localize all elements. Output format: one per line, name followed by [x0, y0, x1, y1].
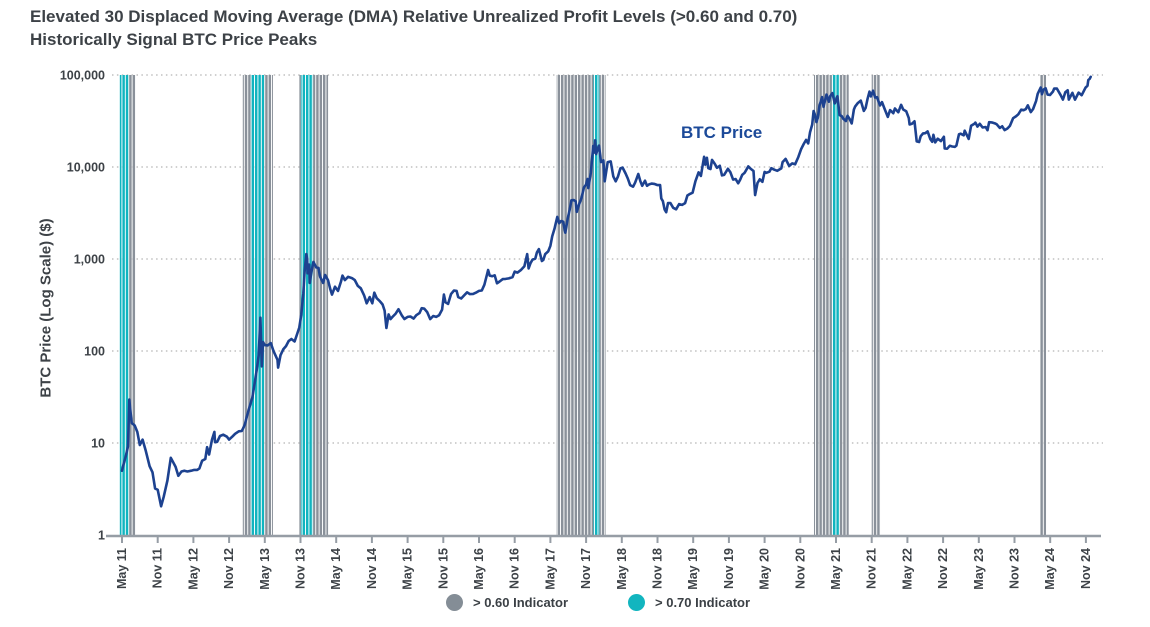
chart-title-line2: Historically Signal BTC Price Peaks — [30, 30, 318, 49]
x-tick-label: Nov 14 — [365, 548, 379, 589]
x-tick-label: May 15 — [401, 548, 415, 590]
gt60-band — [299, 75, 301, 535]
legend-label-gt70: > 0.70 Indicator — [655, 595, 751, 610]
y-tick-label: 100 — [84, 345, 105, 359]
x-tick-label: Nov 15 — [436, 548, 450, 589]
gt60-band — [313, 75, 329, 535]
x-axis: May 11 Nov 11 May 12 Nov 12 May 13 Nov 13 May … — [106, 534, 1101, 590]
y-tick-label: 10 — [91, 437, 105, 451]
gt60-swatch — [446, 594, 463, 611]
x-tick-label: May 17 — [543, 548, 557, 590]
x-tick-label: May 18 — [615, 548, 629, 590]
x-tick-label: Nov 24 — [1079, 548, 1093, 589]
y-axis-title: BTC Price (Log Scale) ($) — [37, 218, 55, 398]
x-tick-label: May 24 — [1043, 548, 1057, 590]
gt70-band — [250, 75, 265, 535]
x-tick-label: May 12 — [186, 548, 200, 590]
x-tick-label: May 23 — [972, 548, 986, 590]
gt70-band — [593, 75, 600, 535]
x-tick-label: Nov 20 — [793, 548, 807, 589]
y-tick-label: 1,000 — [74, 253, 105, 267]
y-axis-labels: 100,000 10,000 1,000 100 10 1 — [60, 69, 105, 543]
x-tick-label: Nov 19 — [722, 548, 736, 589]
x-tick-label: May 20 — [758, 548, 772, 590]
x-tick-label: May 16 — [472, 548, 486, 590]
x-tick-label: Nov 16 — [508, 548, 522, 589]
x-tick-label: May 14 — [329, 548, 343, 590]
gt60-band — [128, 75, 136, 535]
x-tick-label: Nov 13 — [294, 548, 308, 589]
legend-item-gt70: > 0.70 Indicator — [628, 594, 750, 611]
x-tick-label: May 11 — [115, 548, 129, 589]
gt70-band — [119, 75, 129, 535]
x-tick-label: May 22 — [900, 548, 914, 590]
gt60-band — [1040, 75, 1047, 535]
y-tick-label: 1 — [98, 529, 105, 543]
price-line — [120, 75, 1092, 508]
gt60-band — [871, 75, 881, 535]
x-tick-label: May 19 — [686, 548, 700, 590]
x-tick-label: Nov 17 — [579, 548, 593, 589]
gt70-swatch — [628, 594, 646, 611]
y-tick-label: 10,000 — [67, 161, 105, 175]
x-tick-label: Nov 21 — [865, 548, 879, 589]
x-tick-label: Nov 18 — [651, 548, 665, 589]
y-tick-label: 100,000 — [60, 69, 105, 83]
legend-label-gt60: > 0.60 Indicator — [473, 595, 569, 610]
x-tick-label: May 13 — [258, 548, 272, 590]
x-tick-label: May 21 — [829, 548, 843, 590]
legend: > 0.60 Indicator > 0.70 Indicator — [446, 594, 750, 611]
gt70-band — [300, 75, 314, 535]
indicator-bands — [119, 75, 1047, 535]
gt60-band — [556, 75, 594, 535]
x-tick-label: Nov 11 — [151, 548, 165, 588]
legend-item-gt60: > 0.60 Indicator — [446, 594, 568, 611]
gt60-band — [839, 75, 849, 535]
x-tick-label: Nov 23 — [1008, 548, 1022, 589]
gt60-band — [264, 75, 273, 535]
chart-title: Elevated 30 Displaced Moving Average (DM… — [30, 5, 1125, 51]
gt70-band — [831, 75, 840, 535]
gt60-band — [242, 75, 251, 535]
gt60-band — [599, 75, 606, 535]
x-tick-label: Nov 12 — [222, 548, 236, 589]
x-tick-label: Nov 22 — [936, 548, 950, 589]
series-annotation: BTC Price — [681, 123, 763, 142]
gt60-band — [813, 75, 832, 535]
chart-title-line1: Elevated 30 Displaced Moving Average (DM… — [30, 7, 798, 26]
